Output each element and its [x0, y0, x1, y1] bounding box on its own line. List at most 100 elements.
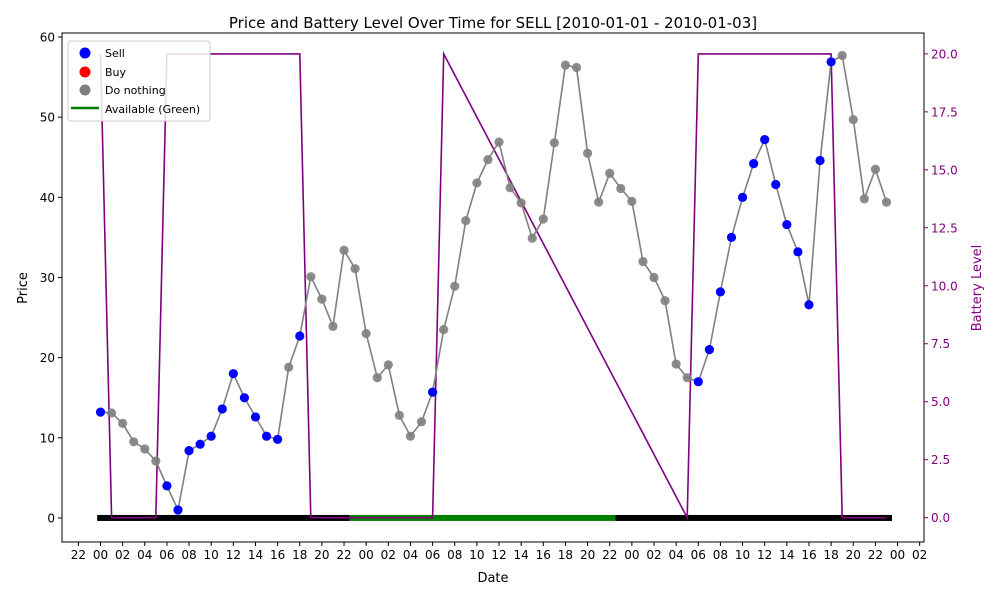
price-point-do-nothing — [350, 264, 360, 274]
y-tick-label: 0 — [47, 511, 55, 525]
legend-item-do-nothing: Do nothing — [79, 84, 166, 97]
price-point-do-nothing — [306, 272, 316, 282]
price-point-sell — [206, 431, 216, 441]
price-point-do-nothing — [383, 360, 393, 370]
price-point-sell — [760, 135, 770, 145]
x-tick-label: 22 — [602, 548, 617, 562]
y2-tick-label: 10.0 — [931, 279, 958, 293]
price-point-sell — [195, 439, 205, 449]
price-points-layer — [95, 50, 892, 515]
x-tick-label: 22 — [336, 548, 351, 562]
price-point-do-nothing — [682, 373, 692, 383]
price-point-sell — [261, 431, 272, 441]
x-tick-label: 12 — [491, 548, 506, 562]
x-tick-label: 02 — [115, 548, 130, 562]
price-point-do-nothing — [594, 197, 604, 207]
x-tick-label: 04 — [137, 548, 152, 562]
price-point-do-nothing — [616, 183, 626, 194]
x-tick-label: 20 — [580, 548, 595, 562]
x-tick-label: 16 — [801, 548, 816, 562]
x-axis: 22 00 02 04 06 08 10 12 14 16 18 20 22 00 02 04 06 08 10 12… — [71, 542, 927, 562]
price-point-do-nothing — [649, 272, 659, 283]
x-tick-label: 12 — [757, 548, 772, 562]
price-point-do-nothing — [516, 198, 526, 208]
y2-tick-label: 7.5 — [931, 337, 950, 351]
price-point-do-nothing — [627, 196, 637, 206]
x-tick-label: 16 — [536, 548, 551, 562]
x-tick-label: 14 — [514, 548, 529, 562]
price-point-sell — [217, 404, 227, 414]
battery-line-layer — [99, 50, 887, 521]
x-tick-label: 16 — [270, 548, 285, 562]
legend-item-buy: Buy — [79, 66, 127, 79]
price-point-do-nothing — [129, 437, 139, 447]
price-point-sell — [715, 287, 726, 297]
price-point-sell — [826, 57, 836, 67]
price-point-sell — [95, 407, 106, 417]
x-tick-label: 18 — [558, 548, 573, 562]
price-point-sell — [804, 300, 814, 310]
price-point-sell — [184, 446, 194, 456]
price-point-do-nothing — [638, 256, 648, 267]
availability-segment-0 — [97, 514, 350, 521]
price-point-sell — [793, 247, 803, 257]
price-point-do-nothing — [483, 155, 493, 165]
price-point-sell — [239, 393, 250, 403]
y2-tick-label: 0.0 — [931, 511, 950, 525]
price-point-do-nothing — [328, 321, 338, 331]
price-point-sell — [782, 219, 792, 230]
x-tick-label: 02 — [646, 548, 661, 562]
price-point-do-nothing — [284, 362, 294, 372]
y2-tick-label: 2.5 — [931, 453, 950, 467]
price-point-do-nothing — [372, 373, 382, 383]
plot-frame — [61, 32, 925, 543]
x-tick-label: 18 — [292, 548, 307, 562]
x-tick-label: 10 — [735, 548, 750, 562]
price-point-sell — [704, 345, 714, 355]
x-tick-label: 10 — [469, 548, 484, 562]
legend-label-do-nothing: Do nothing — [105, 84, 166, 97]
price-point-do-nothing — [339, 245, 349, 255]
y-tick-label: 30 — [40, 271, 55, 285]
chart-title: Price and Battery Level Over Time for SE… — [229, 14, 757, 32]
x-tick-label: 00 — [624, 548, 639, 562]
price-point-do-nothing — [881, 197, 892, 207]
legend-label-buy: Buy — [105, 66, 127, 79]
price-point-do-nothing — [405, 431, 416, 441]
price-point-sell — [173, 505, 183, 515]
legend: Sell Buy Do nothing Available (Green) — [67, 40, 211, 122]
price-point-do-nothing — [394, 410, 404, 420]
x-tick-label: 06 — [159, 548, 174, 562]
y2-tick-label: 20.0 — [931, 47, 958, 61]
y-tick-label: 60 — [40, 31, 55, 45]
x-tick-label: 04 — [403, 548, 418, 562]
x-tick-label: 00 — [359, 548, 374, 562]
price-point-do-nothing — [671, 359, 681, 369]
x-tick-label: 08 — [447, 548, 462, 562]
x-tick-label: 00 — [93, 548, 108, 562]
battery-level-line — [99, 50, 887, 521]
price-point-sell — [693, 377, 703, 387]
legend-label-available: Available (Green) — [105, 103, 200, 116]
price-point-do-nothing — [106, 408, 117, 418]
x-tick-label: 14 — [248, 548, 263, 562]
x-tick-label: 22 — [71, 548, 86, 562]
x-tick-label: 08 — [181, 548, 196, 562]
x-tick-label: 10 — [204, 548, 219, 562]
price-point-sell — [250, 412, 261, 422]
price-point-sell — [726, 232, 737, 243]
y-tick-label: 20 — [40, 351, 55, 365]
x-tick-label: 20 — [314, 548, 329, 562]
price-point-sell — [428, 387, 438, 397]
availability-segment-1 — [349, 514, 616, 521]
price-point-do-nothing — [118, 418, 128, 428]
price-point-do-nothing — [848, 114, 858, 125]
y2-tick-label: 17.5 — [931, 105, 958, 119]
x-axis-label: Date — [477, 571, 508, 586]
price-point-do-nothing — [571, 62, 582, 73]
legend-marker-do-nothing — [79, 84, 91, 96]
y-axis-left: 0 10 20 30 40 50 60 — [40, 31, 62, 525]
price-point-sell — [749, 159, 759, 169]
price-point-do-nothing — [859, 194, 869, 204]
